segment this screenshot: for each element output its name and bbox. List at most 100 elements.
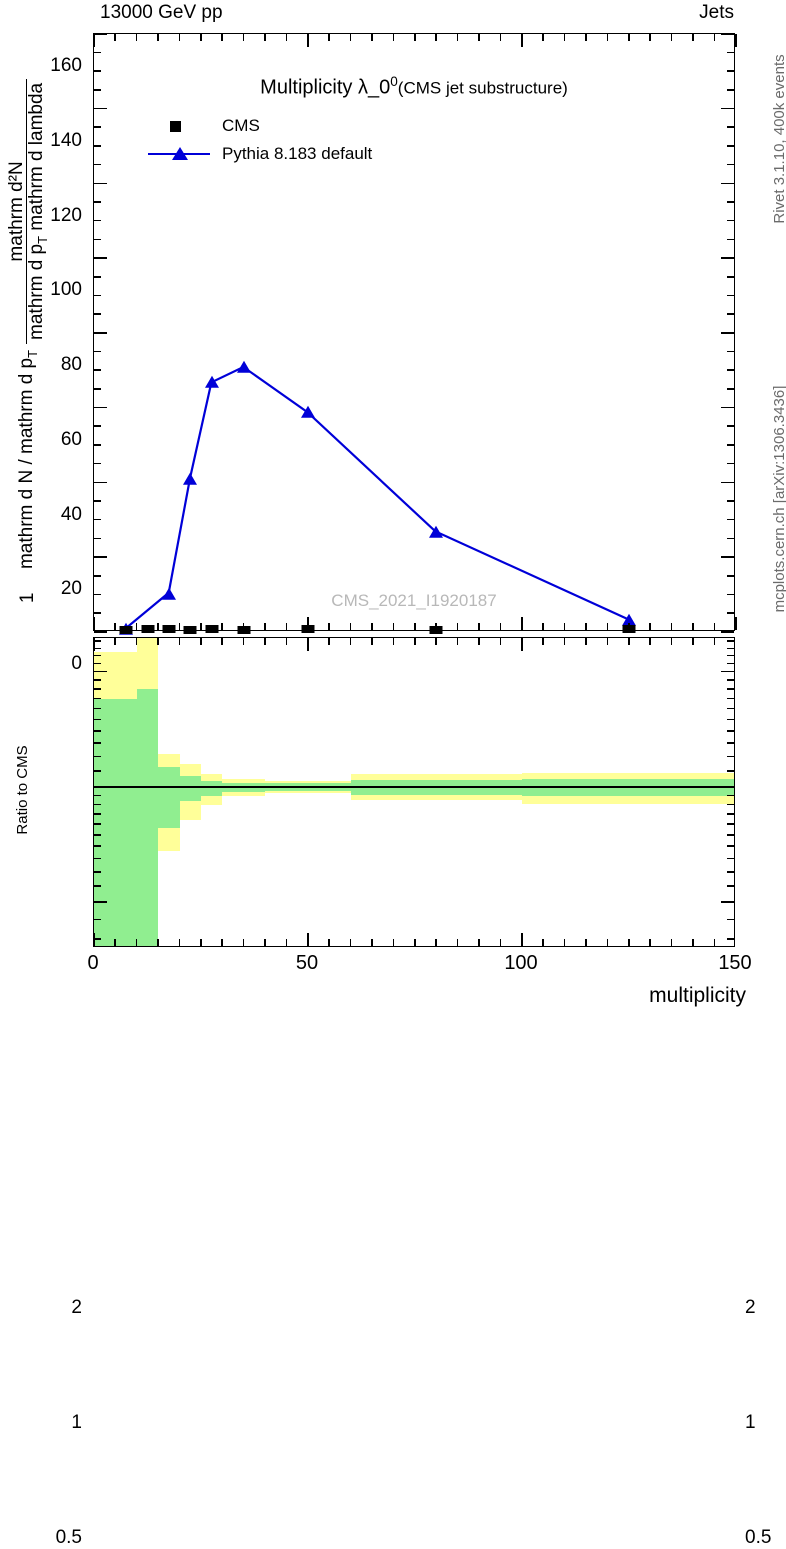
y-axis-tick-label: 80 bbox=[60, 354, 82, 375]
axis-tick bbox=[94, 688, 101, 690]
axis-tick bbox=[414, 34, 416, 41]
axis-tick bbox=[94, 275, 101, 278]
axis-tick bbox=[727, 654, 734, 657]
axis-tick bbox=[563, 638, 566, 645]
axis-tick bbox=[94, 938, 101, 941]
axis-tick bbox=[349, 939, 352, 946]
y-axis-tick-label: 140 bbox=[50, 129, 82, 151]
axis-tick bbox=[727, 126, 734, 129]
axis-tick bbox=[721, 786, 734, 788]
mc-data-point[interactable] bbox=[183, 472, 198, 485]
axis-tick bbox=[542, 34, 544, 41]
axis-tick bbox=[456, 623, 459, 630]
reference-data-point[interactable] bbox=[237, 626, 251, 635]
axis-tick bbox=[499, 638, 502, 645]
axis-tick bbox=[94, 518, 101, 521]
axis-tick bbox=[721, 107, 734, 110]
reference-data-point[interactable] bbox=[119, 625, 133, 634]
axis-tick bbox=[727, 770, 734, 772]
axis-tick bbox=[735, 617, 737, 630]
axis-tick bbox=[727, 574, 734, 577]
reference-data-point[interactable] bbox=[183, 625, 197, 634]
axis-tick bbox=[200, 939, 202, 946]
axis-tick bbox=[94, 70, 101, 72]
axis-tick bbox=[94, 406, 107, 409]
axis-tick bbox=[157, 34, 159, 41]
axis-tick bbox=[721, 670, 734, 673]
axis-tick bbox=[264, 939, 266, 946]
axis-tick bbox=[307, 34, 309, 47]
axis-tick bbox=[94, 257, 107, 259]
mc-data-point[interactable] bbox=[161, 587, 176, 600]
axis-tick bbox=[94, 933, 95, 946]
axis-tick bbox=[727, 500, 734, 502]
axis-tick bbox=[94, 126, 101, 129]
axis-tick bbox=[727, 755, 734, 758]
mc-data-point[interactable] bbox=[204, 376, 219, 389]
axis-tick bbox=[328, 939, 330, 946]
axis-tick bbox=[93, 617, 95, 630]
axis-tick bbox=[649, 939, 651, 946]
reference-data-point[interactable] bbox=[205, 625, 219, 633]
axis-tick bbox=[264, 638, 266, 645]
mc-line bbox=[125, 365, 628, 629]
band-inner bbox=[158, 766, 180, 829]
axis-tick bbox=[713, 623, 716, 630]
axis-tick bbox=[94, 918, 101, 921]
axis-tick bbox=[499, 939, 502, 946]
mc-data-point[interactable] bbox=[301, 406, 315, 419]
reference-data-point[interactable] bbox=[429, 626, 443, 635]
reference-data-point[interactable] bbox=[141, 624, 154, 633]
axis-tick bbox=[94, 294, 101, 297]
mc-data-point[interactable] bbox=[236, 360, 251, 373]
axis-tick bbox=[435, 623, 437, 630]
axis-tick bbox=[307, 638, 309, 651]
axis-tick bbox=[521, 638, 523, 651]
axis-tick bbox=[94, 885, 101, 888]
axis-tick bbox=[727, 662, 734, 665]
axis-tick bbox=[727, 857, 734, 860]
axis-tick bbox=[727, 612, 734, 614]
axis-tick bbox=[94, 462, 101, 465]
axis-tick bbox=[94, 107, 107, 110]
axis-tick bbox=[242, 623, 245, 630]
axis-tick bbox=[371, 939, 373, 946]
axis-tick bbox=[135, 34, 138, 41]
axis-tick bbox=[94, 697, 101, 700]
axis-tick bbox=[94, 647, 101, 650]
reference-data-point[interactable] bbox=[162, 625, 176, 634]
axis-tick bbox=[371, 623, 373, 630]
analysis-category-label: Jets bbox=[699, 2, 734, 23]
axis-tick bbox=[721, 481, 734, 484]
axis-tick bbox=[727, 730, 734, 732]
axis-tick bbox=[114, 939, 116, 946]
axis-tick bbox=[727, 918, 734, 921]
mc-data-point[interactable] bbox=[622, 613, 636, 626]
analysis-watermark: CMS_2021_I1920187 bbox=[331, 591, 497, 610]
ratio-y-tick-label-left: 0.5 bbox=[55, 1527, 82, 1549]
ratio-y-tick-label-right: 1 bbox=[745, 1412, 756, 1434]
x-axis-tick-label: 50 bbox=[295, 952, 319, 974]
axis-tick bbox=[200, 623, 202, 630]
axis-tick bbox=[94, 786, 107, 788]
legend-item-cms[interactable]: CMS bbox=[142, 112, 372, 140]
axis-tick bbox=[178, 623, 181, 630]
axis-tick bbox=[285, 34, 288, 41]
axis-tick bbox=[94, 670, 107, 673]
axis-tick bbox=[585, 623, 587, 630]
axis-tick bbox=[478, 939, 480, 946]
ratio-axis-ticks bbox=[94, 638, 734, 946]
axis-tick bbox=[94, 813, 101, 815]
axis-tick bbox=[727, 845, 734, 847]
axis-tick bbox=[307, 617, 309, 630]
ratio-y-tick-label-left: 1 bbox=[71, 1412, 82, 1434]
axis-tick bbox=[94, 145, 101, 147]
legend-item-pythia[interactable]: Pythia 8.183 default bbox=[142, 140, 372, 168]
axis-tick bbox=[328, 638, 330, 645]
axis-tick bbox=[727, 201, 734, 203]
axis-tick bbox=[94, 313, 101, 315]
main-plot-panel: Multiplicity λ_00(CMS jet substructure) … bbox=[93, 33, 737, 635]
mc-data-point[interactable] bbox=[429, 525, 444, 538]
axis-tick bbox=[478, 34, 480, 41]
axis-tick bbox=[392, 939, 395, 946]
